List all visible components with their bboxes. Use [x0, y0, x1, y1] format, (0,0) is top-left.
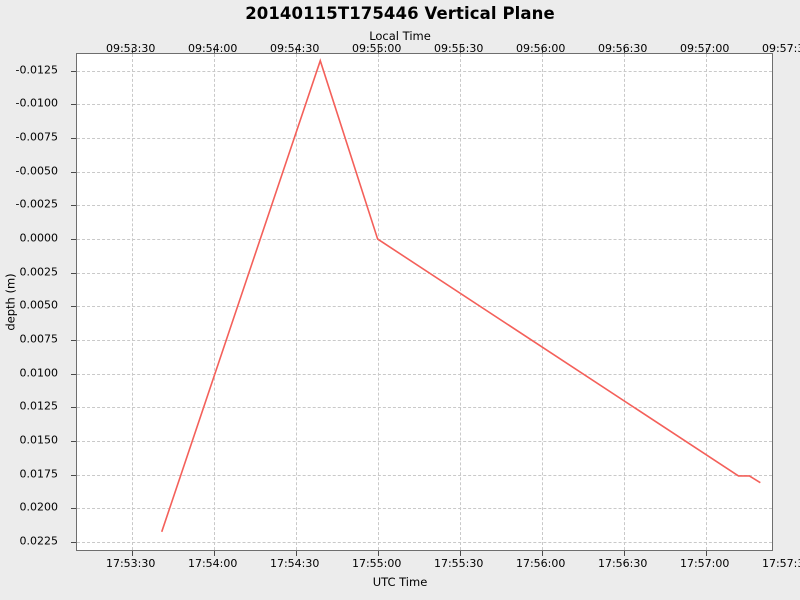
gridline-vertical	[459, 54, 461, 550]
gridline-horizontal	[77, 138, 772, 140]
tick-mark-y	[71, 239, 76, 241]
gridline-vertical	[213, 54, 215, 550]
tick-label-local-time: 09:57:00	[679, 42, 730, 55]
tick-label-depth: 0.0225	[19, 534, 59, 548]
tick-mark-y	[71, 508, 76, 510]
gridline-horizontal	[77, 104, 772, 106]
tick-mark-top	[541, 48, 543, 53]
tick-label-depth: 0.0075	[19, 332, 59, 346]
tick-mark-y	[71, 306, 76, 308]
tick-mark-y	[71, 70, 76, 72]
tick-mark-y	[71, 205, 76, 207]
tick-label-depth: -0.0125	[15, 63, 58, 77]
tick-mark-bottom	[377, 551, 379, 556]
tick-mark-y	[71, 104, 76, 106]
tick-mark-bottom	[295, 551, 297, 556]
tick-mark-y	[71, 541, 76, 543]
tick-label-depth: 0.0050	[19, 298, 59, 312]
gridline-horizontal	[77, 440, 772, 442]
tick-label-local-time: 09:55:30	[433, 42, 484, 55]
tick-label-local-time: 09:56:30	[597, 42, 648, 55]
tick-mark-bottom	[541, 551, 543, 556]
gridline-horizontal	[77, 508, 772, 510]
tick-mark-bottom	[459, 551, 461, 556]
tick-label-depth: 0.0100	[19, 366, 59, 380]
gridline-horizontal	[77, 70, 772, 72]
tick-label-utc-time: 17:55:30	[433, 557, 484, 570]
tick-label-utc-time: 17:56:30	[597, 557, 648, 570]
tick-label-depth: -0.0050	[15, 164, 58, 178]
tick-label-local-time: 09:54:00	[187, 42, 238, 55]
tick-mark-bottom	[705, 551, 707, 556]
tick-label-depth: 0.0025	[19, 265, 59, 279]
tick-label-depth: 0.0125	[19, 399, 59, 413]
tick-mark-top	[377, 48, 379, 53]
tick-mark-y	[71, 440, 76, 442]
tick-mark-top	[131, 48, 133, 53]
tick-mark-top	[213, 48, 215, 53]
tick-label-local-time: 09:53:30	[105, 42, 156, 55]
gridline-horizontal	[77, 272, 772, 274]
tick-label-depth: -0.0075	[15, 130, 58, 144]
gridline-vertical	[377, 54, 379, 550]
tick-label-depth: 0.0150	[19, 433, 59, 447]
gridline-vertical	[623, 54, 625, 550]
tick-mark-y	[71, 138, 76, 140]
tick-mark-y	[71, 272, 76, 274]
tick-mark-top	[705, 48, 707, 53]
gridline-vertical	[295, 54, 297, 550]
tick-mark-bottom	[213, 551, 215, 556]
tick-mark-y	[71, 171, 76, 173]
tick-label-utc-time: 17:55:00	[351, 557, 402, 570]
tick-label-depth: 0.0000	[19, 231, 59, 245]
tick-mark-top	[295, 48, 297, 53]
tick-label-utc-time: 17:53:30	[105, 557, 156, 570]
gridline-horizontal	[77, 541, 772, 543]
tick-label-depth: -0.0100	[15, 96, 58, 110]
gridline-vertical	[131, 54, 133, 550]
tick-label-depth: -0.0025	[15, 197, 58, 211]
gridline-horizontal	[77, 205, 772, 207]
tick-label-local-time: 09:57:30	[761, 42, 800, 55]
gridline-horizontal	[77, 171, 772, 173]
bottom-axis-label: UTC Time	[372, 575, 428, 589]
tick-label-depth: 0.0200	[19, 500, 59, 514]
tick-label-local-time: 09:55:00	[351, 42, 402, 55]
tick-label-utc-time: 17:57:00	[679, 557, 730, 570]
tick-label-utc-time: 17:56:00	[515, 557, 566, 570]
tick-mark-y	[71, 373, 76, 375]
gridline-horizontal	[77, 474, 772, 476]
tick-mark-y	[71, 407, 76, 409]
gridline-vertical	[705, 54, 707, 550]
tick-label-utc-time: 17:54:00	[187, 557, 238, 570]
gridline-horizontal	[77, 239, 772, 241]
plot-area	[71, 48, 773, 556]
tick-label-local-time: 09:56:00	[515, 42, 566, 55]
data-series-line	[160, 58, 761, 533]
tick-mark-y	[71, 474, 76, 476]
tick-label-depth: 0.0175	[19, 467, 59, 481]
tick-mark-bottom	[131, 551, 133, 556]
gridline-horizontal	[77, 407, 772, 409]
tick-mark-bottom	[623, 551, 625, 556]
tick-mark-top	[459, 48, 461, 53]
gridline-horizontal	[77, 340, 772, 341]
gridline-horizontal	[77, 373, 772, 375]
gridline-horizontal	[77, 306, 772, 308]
tick-mark-top	[623, 48, 625, 53]
chart-title: 20140115T175446 Vertical Plane	[245, 4, 555, 23]
top-axis-label: Local Time	[369, 29, 431, 43]
tick-label-local-time: 09:54:30	[269, 42, 320, 55]
tick-mark-y	[71, 340, 76, 341]
tick-label-utc-time: 17:57:30	[761, 557, 800, 570]
gridline-vertical	[541, 54, 543, 550]
tick-label-utc-time: 17:54:30	[269, 557, 320, 570]
